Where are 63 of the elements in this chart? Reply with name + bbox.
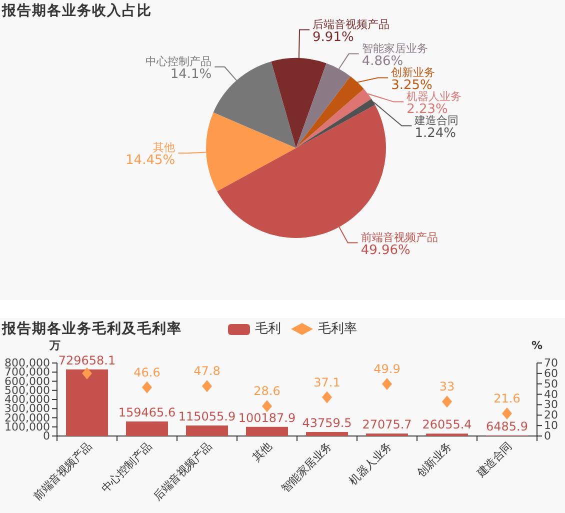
- y2-axis-title: %: [531, 339, 543, 352]
- data-label: 115055.9: [178, 410, 236, 424]
- data-label: 47.8: [194, 364, 220, 378]
- point: [382, 378, 392, 390]
- data-label: 27075.7: [362, 418, 412, 432]
- slice-label: 建造合同: [414, 114, 459, 127]
- y2-tick-label: 10: [544, 419, 558, 432]
- data-label: 14.1%: [170, 66, 212, 82]
- bar: [126, 421, 168, 436]
- y2-tick-label: 20: [544, 408, 558, 422]
- point: [322, 391, 332, 404]
- y-axis-title: 万: [48, 339, 60, 352]
- y2-tick-label: 0: [544, 430, 551, 442]
- chart-title: 报告期各业务毛利及毛利率: [1, 320, 182, 337]
- slice-label: 创新业务: [391, 66, 436, 79]
- y2-tick-label: 50: [544, 377, 558, 390]
- y-tick-label: 800,000: [4, 356, 50, 370]
- y2-tick-label: 30: [544, 398, 558, 412]
- data-label: 49.9: [374, 362, 400, 376]
- legend-label: 毛利率: [318, 320, 357, 336]
- data-label: 46.6: [134, 365, 160, 380]
- point: [202, 380, 212, 392]
- data-label: 21.6: [494, 391, 520, 406]
- bar: [66, 369, 108, 436]
- data-label: 37.1: [314, 375, 340, 390]
- slice-label: 其他: [153, 141, 176, 154]
- chart-title: 报告期各业务收入占比: [1, 3, 152, 19]
- slice-label: 后端音视频产品: [312, 18, 390, 31]
- data-label: 43759.5: [302, 416, 352, 430]
- slice-label: 机器人业务: [406, 90, 462, 103]
- data-label: 100187.9: [238, 410, 296, 425]
- data-label: 14.45%: [126, 153, 176, 168]
- x-tick-label: 其他: [250, 439, 275, 464]
- slice-label: 前端音视频产品: [360, 230, 438, 244]
- point: [142, 381, 152, 394]
- data-label: 26055.4: [422, 418, 472, 432]
- bar: [306, 432, 348, 436]
- point: [502, 407, 512, 420]
- y2-tick-label: 70: [544, 356, 558, 370]
- y2-tick-label: 60: [544, 366, 558, 380]
- legend-label: 毛利: [255, 322, 281, 336]
- x-tick-label: 智能家居业务: [278, 439, 335, 496]
- data-label: 49.96%: [360, 242, 410, 258]
- data-label: 28.6: [254, 384, 280, 398]
- data-label: 1.24%: [414, 126, 456, 141]
- data-label: 33: [439, 380, 455, 394]
- slice-label: 智能家居业务: [362, 42, 428, 55]
- bar: [246, 426, 288, 436]
- x-tick-label: 中心控制产品: [98, 439, 155, 496]
- y2-tick-label: 40: [544, 388, 558, 401]
- x-tick-label: 建造合同: [474, 439, 515, 480]
- slice-label: 中心控制产品: [146, 54, 212, 68]
- x-tick-label: 创新业务: [414, 439, 455, 480]
- data-label: 6485.9: [486, 419, 528, 434]
- data-label: 159465.6: [118, 405, 176, 420]
- point: [262, 400, 272, 412]
- bar: [186, 426, 228, 436]
- point: [442, 396, 452, 408]
- point: [82, 367, 92, 380]
- data-label: 9.91%: [312, 30, 354, 45]
- x-tick-label: 机器人业务: [346, 439, 395, 488]
- y-tick-label: 400,000: [4, 393, 50, 406]
- data-label: 729658.1: [58, 353, 116, 368]
